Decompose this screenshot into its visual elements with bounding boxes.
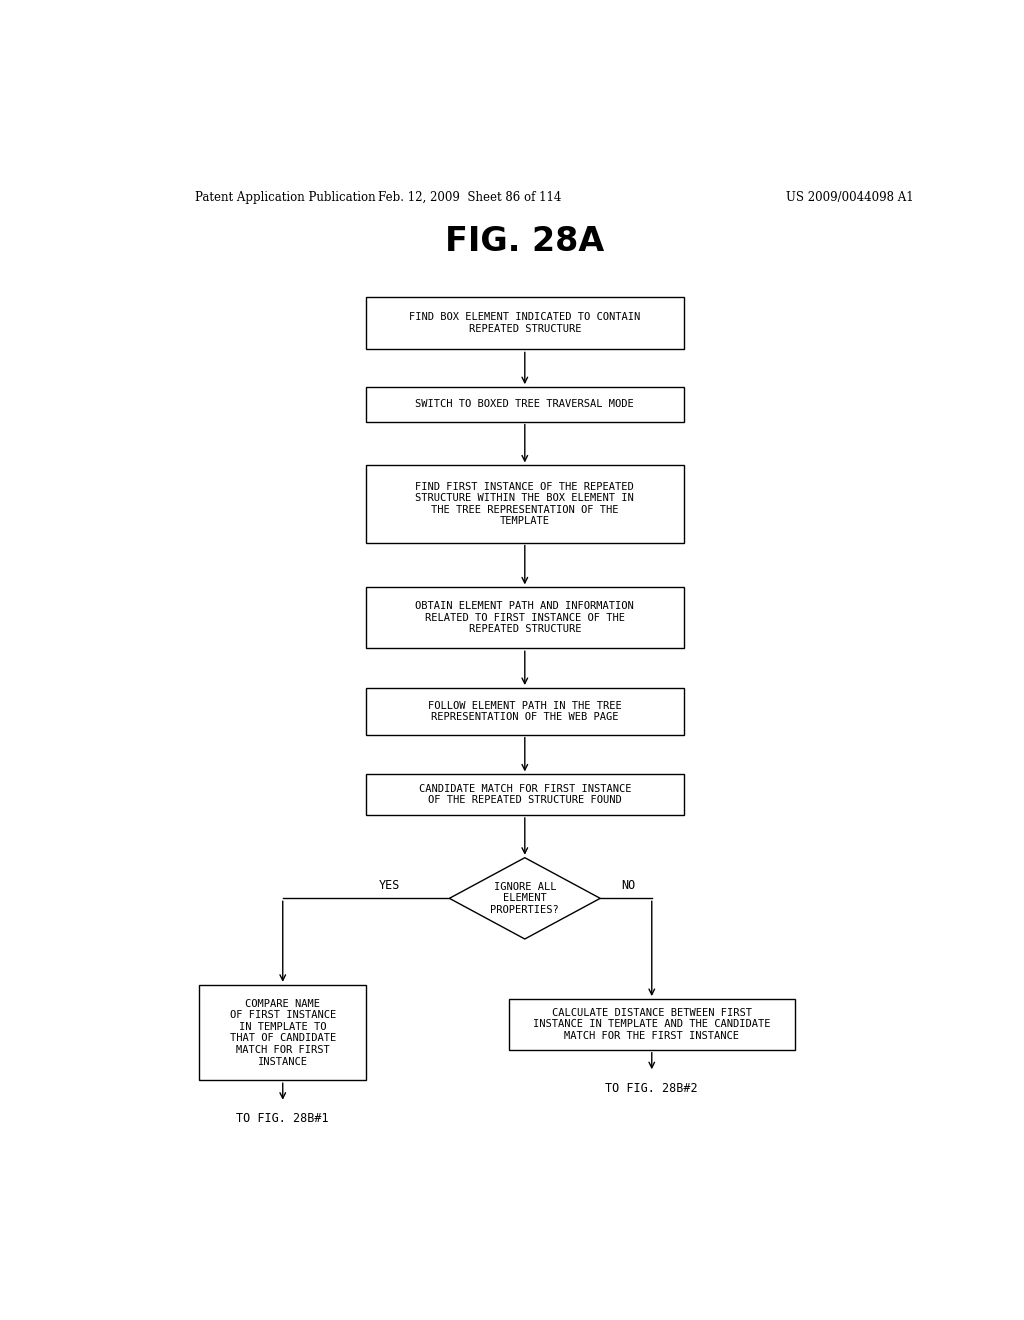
FancyBboxPatch shape — [367, 688, 684, 735]
Text: TO FIG. 28B#1: TO FIG. 28B#1 — [237, 1113, 329, 1126]
FancyBboxPatch shape — [367, 297, 684, 350]
Text: OBTAIN ELEMENT PATH AND INFORMATION
RELATED TO FIRST INSTANCE OF THE
REPEATED ST: OBTAIN ELEMENT PATH AND INFORMATION RELA… — [416, 601, 634, 635]
Text: NO: NO — [621, 879, 635, 891]
Text: US 2009/0044098 A1: US 2009/0044098 A1 — [786, 190, 914, 203]
Text: SWITCH TO BOXED TREE TRAVERSAL MODE: SWITCH TO BOXED TREE TRAVERSAL MODE — [416, 400, 634, 409]
FancyBboxPatch shape — [200, 985, 367, 1080]
FancyBboxPatch shape — [509, 999, 795, 1049]
Text: Feb. 12, 2009  Sheet 86 of 114: Feb. 12, 2009 Sheet 86 of 114 — [378, 190, 561, 203]
FancyBboxPatch shape — [367, 387, 684, 421]
Text: YES: YES — [379, 879, 400, 891]
Text: FIND FIRST INSTANCE OF THE REPEATED
STRUCTURE WITHIN THE BOX ELEMENT IN
THE TREE: FIND FIRST INSTANCE OF THE REPEATED STRU… — [416, 482, 634, 527]
Polygon shape — [450, 858, 600, 939]
Text: TO FIG. 28B#2: TO FIG. 28B#2 — [605, 1082, 698, 1094]
Text: FIG. 28A: FIG. 28A — [445, 226, 604, 259]
Text: FIND BOX ELEMENT INDICATED TO CONTAIN
REPEATED STRUCTURE: FIND BOX ELEMENT INDICATED TO CONTAIN RE… — [410, 313, 640, 334]
Text: IGNORE ALL
ELEMENT
PROPERTIES?: IGNORE ALL ELEMENT PROPERTIES? — [490, 882, 559, 915]
Text: CANDIDATE MATCH FOR FIRST INSTANCE
OF THE REPEATED STRUCTURE FOUND: CANDIDATE MATCH FOR FIRST INSTANCE OF TH… — [419, 784, 631, 805]
FancyBboxPatch shape — [367, 587, 684, 648]
Text: FOLLOW ELEMENT PATH IN THE TREE
REPRESENTATION OF THE WEB PAGE: FOLLOW ELEMENT PATH IN THE TREE REPRESEN… — [428, 701, 622, 722]
Text: COMPARE NAME
OF FIRST INSTANCE
IN TEMPLATE TO
THAT OF CANDIDATE
MATCH FOR FIRST
: COMPARE NAME OF FIRST INSTANCE IN TEMPLA… — [229, 998, 336, 1067]
FancyBboxPatch shape — [367, 775, 684, 814]
FancyBboxPatch shape — [367, 466, 684, 543]
Text: CALCULATE DISTANCE BETWEEN FIRST
INSTANCE IN TEMPLATE AND THE CANDIDATE
MATCH FO: CALCULATE DISTANCE BETWEEN FIRST INSTANC… — [534, 1007, 770, 1041]
Text: Patent Application Publication: Patent Application Publication — [196, 190, 376, 203]
